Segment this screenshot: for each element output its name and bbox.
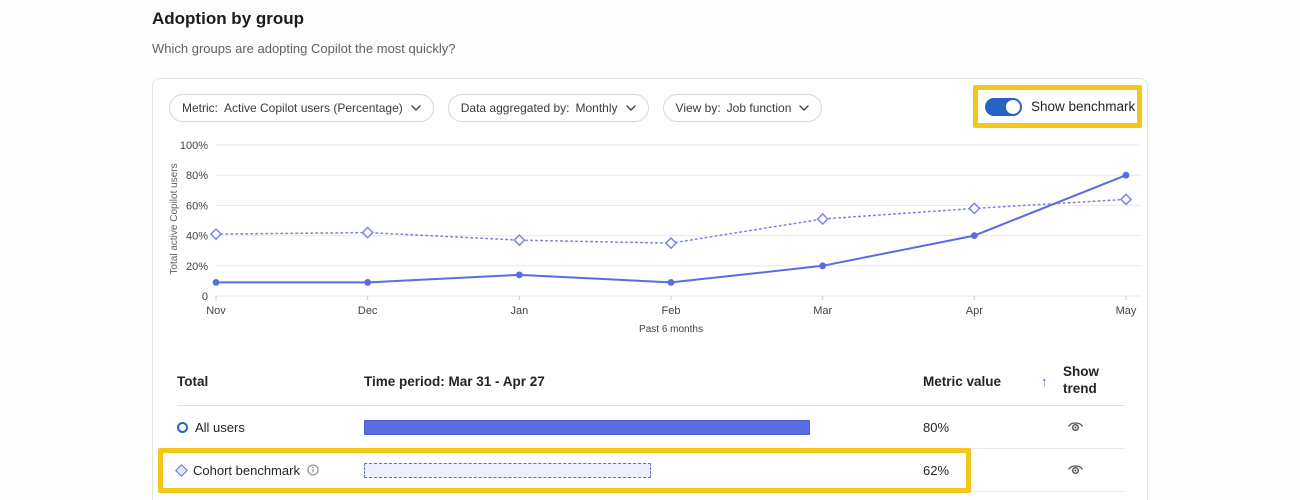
all-users-series-marker-icon	[177, 421, 188, 433]
y-axis-title: Total active Copilot users	[169, 163, 180, 274]
y-axis-tick-label: 100%	[180, 140, 208, 152]
header-metric-value: Metric value	[923, 373, 1002, 389]
show-benchmark-toggle[interactable]	[985, 97, 1022, 116]
cohort-benchmark-row-highlight-annotation	[158, 448, 971, 493]
x-axis-tick-label: Dec	[358, 305, 378, 317]
show-trend-eye-icon[interactable]	[1063, 419, 1084, 433]
chevron-down-icon	[799, 105, 810, 111]
data-point-circle	[1122, 171, 1130, 179]
benchmark-toggle-highlight-annotation	[973, 85, 1142, 128]
y-axis-tick-label: 20%	[186, 261, 208, 273]
data-point-diamond	[968, 202, 981, 215]
data-point-circle	[515, 271, 523, 279]
cohort-benchmark-row-label: Cohort benchmark	[193, 462, 300, 478]
page-title: Adoption by group	[152, 9, 305, 28]
data-point-circle	[364, 279, 372, 286]
view-by-dropdown-value: Job function	[726, 101, 792, 115]
data-point-circle	[212, 279, 220, 286]
view-by-dropdown-label: View by:	[675, 101, 721, 115]
x-axis-tick-label: Apr	[966, 305, 983, 317]
header-time-period: Time period: Mar 31 - Apr 27	[364, 373, 545, 389]
x-axis-tick-label: Feb	[662, 305, 681, 317]
all-users-row-label: All users	[195, 419, 245, 435]
header-total: Total	[177, 373, 209, 389]
toggle-knob	[1006, 99, 1020, 114]
series-line-all-users	[216, 174, 1127, 284]
y-axis-tick-label: 40%	[186, 231, 208, 243]
data-point-diamond	[1119, 193, 1133, 206]
show-benchmark-label: Show benchmark	[1031, 99, 1136, 114]
show-trend-eye-icon[interactable]	[1063, 462, 1084, 476]
x-axis-tick-label: Jan	[510, 305, 528, 317]
data-point-circle	[667, 279, 675, 286]
all-users-value-bar	[364, 419, 810, 435]
x-axis-tick-label: Nov	[206, 305, 226, 317]
data-point-diamond	[664, 236, 678, 250]
all-users-metric-value: 80%	[923, 419, 950, 435]
data-point-circle	[970, 232, 978, 239]
metric-dropdown[interactable]: Metric: Active Copilot users (Percentage…	[169, 94, 434, 122]
x-axis-tick-label: May	[1116, 305, 1137, 317]
x-axis-tick-label: Mar	[813, 305, 832, 317]
show-benchmark-control: Show benchmark	[973, 85, 1142, 128]
data-point-diamond	[513, 233, 526, 247]
table-row-all-users: All users 80%	[177, 406, 1125, 449]
adoption-line-chart: 100% 80% 60% 40% 20% 0 Nov Dec Jan Feb Mar Apr May Pa…	[169, 140, 1141, 335]
aggregation-dropdown[interactable]: Data aggregated by: Monthly	[447, 94, 649, 122]
filter-bar: Metric: Active Copilot users (Percentage…	[169, 94, 823, 122]
data-point-diamond	[361, 226, 374, 239]
data-point-diamond	[816, 212, 829, 226]
chevron-down-icon	[625, 105, 636, 111]
y-axis-tick-label: 0	[202, 291, 208, 303]
cohort-benchmark-metric-value: 62%	[923, 462, 950, 478]
data-point-circle	[819, 262, 827, 270]
info-icon[interactable]	[307, 464, 319, 476]
adoption-chart-card: Metric: Active Copilot users (Percentage…	[152, 78, 1148, 500]
y-axis-tick-label: 80%	[186, 170, 208, 182]
view-by-dropdown[interactable]: View by: Job function	[662, 94, 823, 122]
aggregation-dropdown-label: Data aggregated by:	[460, 101, 570, 115]
page-subtitle: Which groups are adopting Copilot the mo…	[152, 41, 456, 56]
series-line-cohort-benchmark	[215, 198, 1127, 244]
table-header-row: Total Time period: Mar 31 - Apr 27 Metri…	[177, 357, 1125, 406]
adoption-summary-table: Total Time period: Mar 31 - Apr 27 Metri…	[175, 357, 1125, 492]
metric-dropdown-value: Active Copilot users (Percentage)	[224, 101, 403, 115]
data-point-diamond	[209, 227, 223, 241]
cohort-benchmark-value-bar	[364, 462, 651, 478]
x-axis-title: Past 6 months	[639, 324, 703, 335]
sort-ascending-icon[interactable]: ↑	[1041, 373, 1048, 389]
header-show-trend: Show trend	[1063, 364, 1099, 396]
y-axis-tick-label: 60%	[186, 200, 208, 212]
aggregation-dropdown-value: Monthly	[575, 101, 618, 115]
metric-dropdown-label: Metric:	[182, 101, 218, 115]
chevron-down-icon	[411, 105, 421, 111]
